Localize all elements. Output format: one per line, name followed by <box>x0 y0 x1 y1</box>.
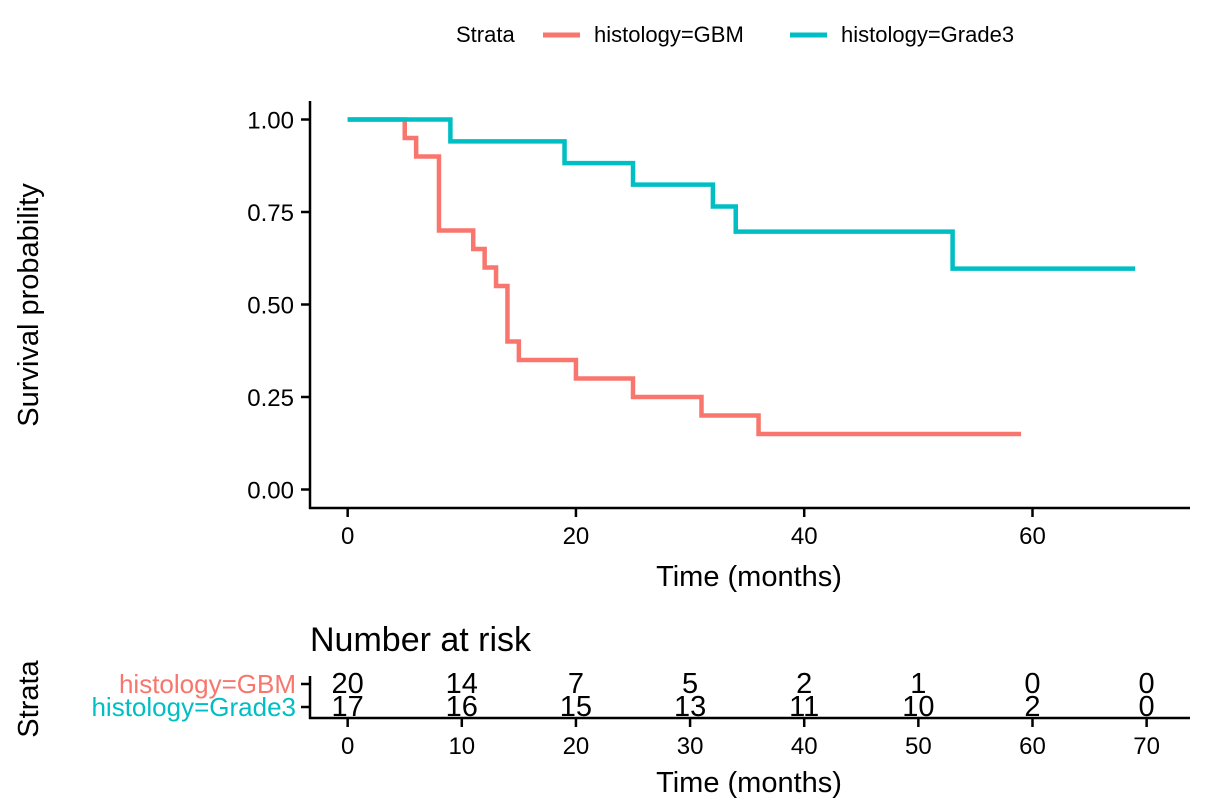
survival-curve-histology-grade3 <box>347 117 1136 271</box>
risk-table-panel: Number at risk histology=GBM 20 14 7 5 2 1 0 0hi… <box>13 621 1190 799</box>
risk-x-tick-label: 10 <box>448 733 475 760</box>
legend-label-grade3: histology=Grade3 <box>841 22 1014 47</box>
y-ticks: 0.00 0.25 0.50 0.75 1.00 <box>247 108 310 505</box>
risk-row-label-histology-gbm: histology=GBM <box>119 669 296 699</box>
risk-count-histology-gbm: 7 <box>568 668 584 700</box>
risk-x-ticks: 0 10 20 30 40 50 60 70 <box>341 718 1160 760</box>
y-tick-label: 0.75 <box>247 200 294 227</box>
risk-count-histology-gbm: 0 <box>1139 668 1155 700</box>
risk-x-tick-label: 60 <box>1019 733 1046 760</box>
risk-y-axis-title: Strata <box>13 659 45 737</box>
risk-count-histology-grade3: 17 <box>332 691 364 723</box>
survival-curve-histology-gbm <box>347 117 1022 437</box>
legend: Strata histology=GBM histology=Grade3 <box>456 22 1014 47</box>
risk-count-histology-gbm: 5 <box>682 668 698 700</box>
survival-plot-panel: 0.00 0.25 0.50 0.75 1.00 0 20 40 60 Time (month… <box>13 101 1190 593</box>
risk-count-histology-grade3: 10 <box>902 691 934 723</box>
survival-curves <box>347 117 1136 437</box>
x-tick-label: 0 <box>341 523 354 550</box>
y-tick-label: 0.25 <box>247 385 294 412</box>
risk-x-axis-title: Time (months) <box>656 767 842 799</box>
y-tick-label: 0.00 <box>247 478 294 505</box>
risk-count-histology-grade3: 13 <box>674 691 706 723</box>
x-ticks: 0 20 40 60 <box>341 508 1046 550</box>
risk-x-tick-label: 30 <box>677 733 704 760</box>
risk-count-histology-grade3: 11 <box>789 691 819 723</box>
legend-label-gbm: histology=GBM <box>594 22 744 47</box>
x-tick-label: 40 <box>791 523 818 550</box>
risk-count-histology-grade3: 2 <box>1024 691 1040 723</box>
risk-count-histology-gbm: 0 <box>1024 668 1040 700</box>
risk-row-label-histology-grade3: histology=Grade3 <box>91 692 296 722</box>
risk-table-title: Number at risk <box>310 621 532 659</box>
risk-count-histology-grade3: 15 <box>560 691 592 723</box>
y-axis-title: Survival probability <box>13 183 45 427</box>
risk-x-tick-label: 40 <box>791 733 818 760</box>
x-axis-title: Time (months) <box>656 561 842 593</box>
legend-title: Strata <box>456 22 515 47</box>
risk-count-histology-gbm: 20 <box>332 668 364 700</box>
risk-count-histology-gbm: 2 <box>796 668 812 700</box>
risk-count-histology-gbm: 14 <box>446 668 478 700</box>
risk-x-tick-label: 70 <box>1133 733 1160 760</box>
y-tick-label: 0.50 <box>247 293 294 320</box>
x-tick-label: 60 <box>1019 523 1046 550</box>
risk-x-tick-label: 0 <box>341 733 354 760</box>
risk-count-histology-gbm: 1 <box>910 668 926 700</box>
risk-x-tick-label: 50 <box>905 733 932 760</box>
risk-count-histology-grade3: 16 <box>446 691 478 723</box>
risk-x-tick-label: 20 <box>563 733 590 760</box>
risk-count-histology-grade3: 0 <box>1139 691 1155 723</box>
x-tick-label: 20 <box>563 523 590 550</box>
y-tick-label: 1.00 <box>247 108 294 135</box>
